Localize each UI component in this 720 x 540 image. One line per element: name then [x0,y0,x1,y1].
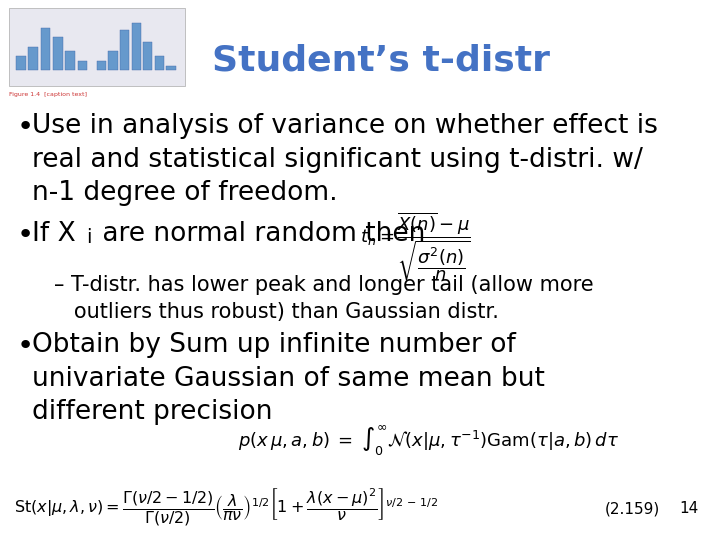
Bar [40,28,50,70]
Text: •: • [17,113,34,141]
Text: If X: If X [32,221,76,247]
Text: real and statistical significant using t-distri. w/: real and statistical significant using t… [32,147,643,173]
Text: 14: 14 [679,501,698,516]
Bar [120,30,130,70]
Text: n-1 degree of freedom.: n-1 degree of freedom. [32,180,338,206]
Bar [143,42,153,70]
Text: i: i [86,228,92,247]
Bar [16,56,26,70]
Bar [53,37,63,70]
Bar [109,51,117,70]
Bar [166,65,176,70]
FancyBboxPatch shape [9,8,185,86]
Text: Student’s t-distr: Student’s t-distr [212,43,550,77]
Text: outliers thus robust) than Gaussian distr.: outliers thus robust) than Gaussian dist… [54,302,499,322]
Text: Figure 1.4  [caption text]: Figure 1.4 [caption text] [9,92,86,97]
Text: (2.159): (2.159) [605,501,660,516]
Bar [96,61,106,70]
Bar [132,23,141,70]
Text: different precision: different precision [32,399,273,425]
Text: $\mathrm{St}(x|\mu, \lambda, \nu) = \dfrac{\Gamma(\nu/2-1/2)}{\Gamma(\nu/2)}\lef: $\mathrm{St}(x|\mu, \lambda, \nu) = \dfr… [14,486,438,527]
Bar [78,61,87,70]
Text: $t_n = \dfrac{\overline{X(n)} - \mu}{\sqrt{\dfrac{\sigma^2(n)}{n}}}$: $t_n = \dfrac{\overline{X(n)} - \mu}{\sq… [360,211,471,284]
Bar [66,51,75,70]
Text: univariate Gaussian of same mean but: univariate Gaussian of same mean but [32,366,545,392]
Text: Obtain by Sum up infinite number of: Obtain by Sum up infinite number of [32,332,516,358]
Bar [155,56,164,70]
Text: •: • [17,221,34,249]
Text: – T-distr. has lower peak and longer tail (allow more: – T-distr. has lower peak and longer tai… [54,275,593,295]
Text: •: • [17,332,34,360]
Text: are normal random then: are normal random then [94,221,425,247]
Text: Use in analysis of variance on whether effect is: Use in analysis of variance on whether e… [32,113,658,139]
Bar [28,46,38,70]
Text: $p(x\,\mu, a, b)\;=\;\int_0^{\infty} \mathcal{N}(x|\mu, \tau^{-1})\mathrm{Gam}(\: $p(x\,\mu, a, b)\;=\;\int_0^{\infty} \ma… [238,424,618,458]
